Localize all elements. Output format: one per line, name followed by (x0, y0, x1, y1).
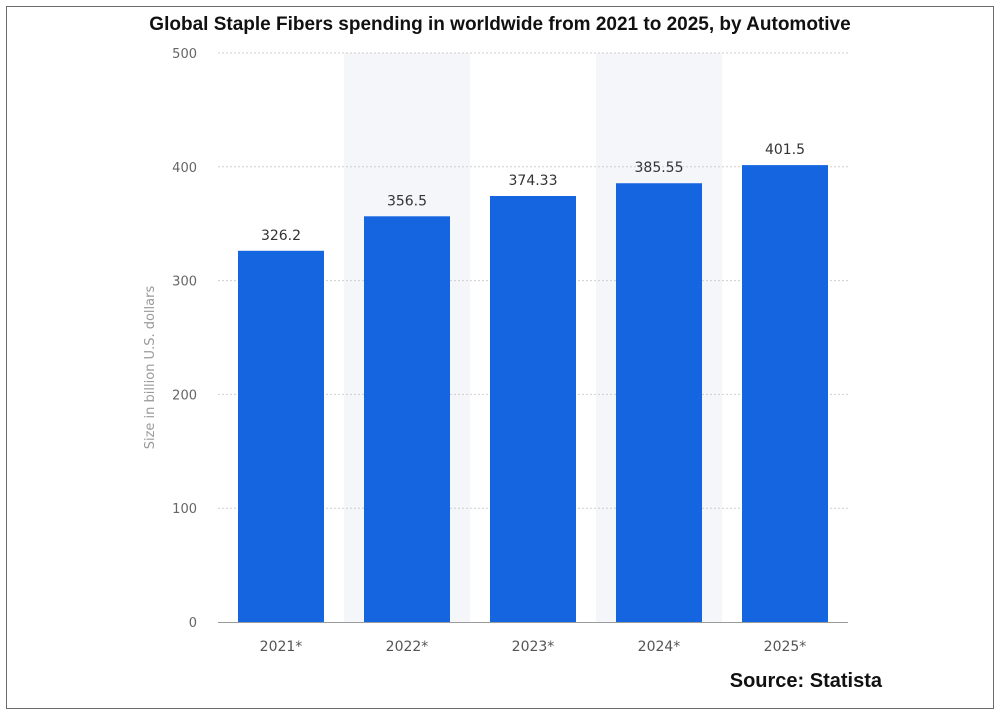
y-tick-label: 300 (172, 275, 197, 290)
bar (742, 165, 828, 622)
y-tick-label: 0 (189, 616, 197, 631)
data-label: 374.33 (509, 173, 558, 189)
bar (616, 183, 702, 623)
data-label: 385.55 (635, 160, 684, 176)
y-axis-label: Size in billion U.S. dollars (143, 286, 158, 450)
x-tick-label: 2021* (260, 639, 303, 655)
y-tick-label: 200 (172, 388, 197, 403)
y-tick-label: 100 (172, 502, 197, 517)
x-axis-ticks: 2021* 2022* 2023* 2024* 2025* (260, 639, 807, 655)
data-label: 326.2 (261, 228, 301, 244)
y-axis-ticks: 0 100 200 300 400 500 (172, 47, 197, 631)
bar (238, 250, 324, 622)
data-labels: 326.2 356.5 374.33 385.55 401.5 (261, 142, 805, 244)
chart-title: Global Staple Fibers spending in worldwi… (149, 14, 851, 35)
x-tick-label: 2024* (638, 639, 681, 655)
x-tick-label: 2025* (764, 639, 807, 655)
x-tick-label: 2022* (386, 639, 429, 655)
bars (238, 165, 828, 623)
bar (364, 216, 450, 623)
x-tick-label: 2023* (512, 639, 555, 655)
data-label: 356.5 (387, 193, 427, 209)
source-note: Source: Statista (729, 670, 882, 692)
y-tick-label: 500 (172, 47, 197, 62)
y-tick-label: 400 (172, 161, 197, 176)
data-label: 401.5 (765, 142, 805, 158)
bar (490, 196, 576, 623)
